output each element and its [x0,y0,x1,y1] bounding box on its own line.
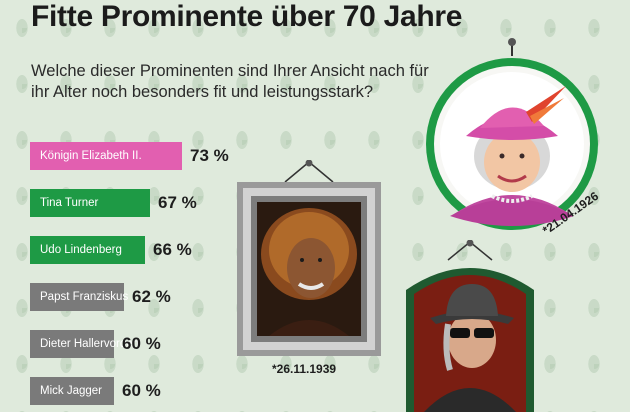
bar: Dieter Hallervorden [30,330,139,358]
bar: Udo Lindenberg [30,236,145,264]
bar-value-label: 62 % [132,287,171,306]
page-title: Fitte Prominente über 70 Jahre [31,0,463,33]
portrait-udo-lindenberg [406,240,534,412]
bar-row: Tina Turner 67 % [30,189,230,217]
bar-value-label: 60 % [122,381,161,400]
bar-row: Papst Franziskus 62 % [30,283,230,311]
bar-row: Königin Elizabeth II. 73 % [30,142,230,170]
bar: Mick Jagger [30,377,114,405]
bar: Papst Franziskus [30,283,128,311]
portrait-tina-turner [237,160,381,356]
survey-question: Welche dieser Prominenten sind Ihrer Ans… [31,62,429,101]
portrait-queen-elizabeth [426,38,598,230]
bar: Tina Turner [30,189,150,217]
bar: Königin Elizabeth II. [30,142,182,170]
bar-value-label: 66 % [153,240,192,259]
bar-value-label: 60 % [122,334,161,353]
bar-value-label: 67 % [158,193,197,212]
bar-row: Dieter Hallervorden 60 % [30,330,230,358]
bar-row: Udo Lindenberg 66 % [30,236,230,264]
tina-birthdate: *26.11.1939 [272,362,337,376]
bar-row: Mick Jagger 60 % [30,377,230,405]
bar-value-label: 73 % [190,146,229,165]
